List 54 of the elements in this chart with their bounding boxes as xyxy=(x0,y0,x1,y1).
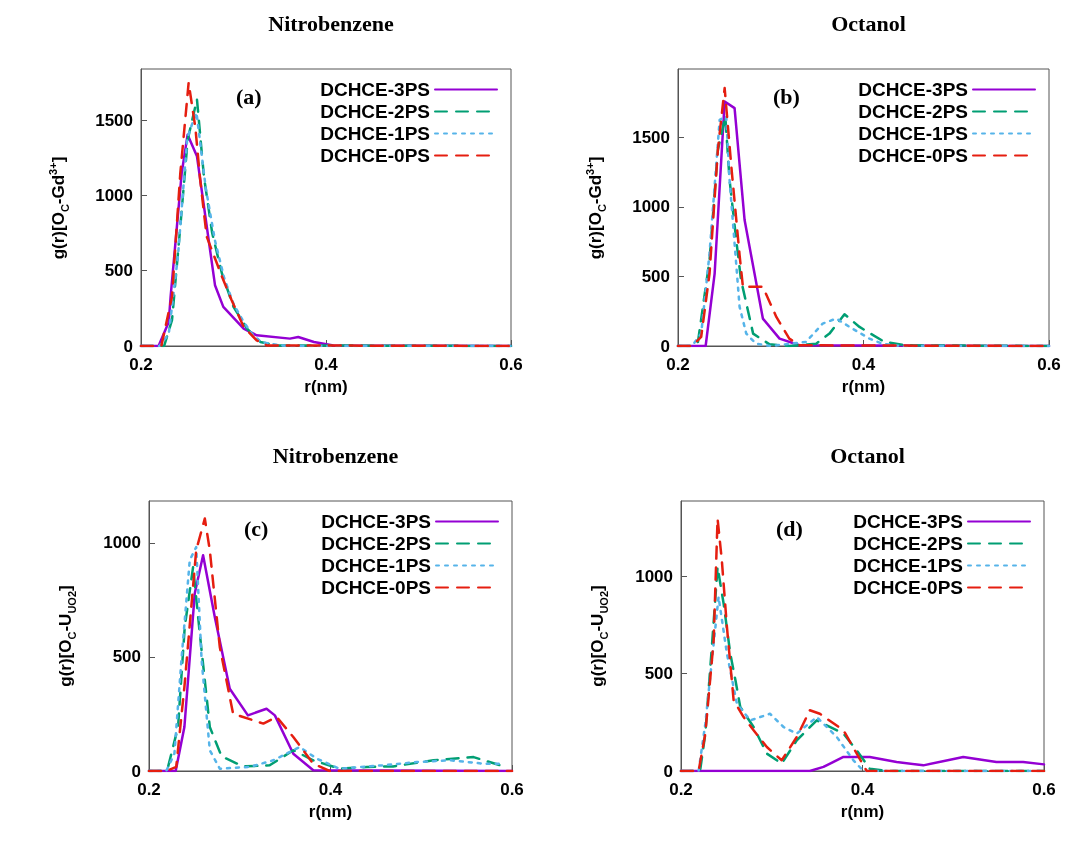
legend-label: DCHCE-0PS xyxy=(853,577,963,598)
y-tick-label: 500 xyxy=(641,266,670,286)
x-tick-label: 0.6 xyxy=(499,355,523,374)
x-tick-label: 0.4 xyxy=(850,780,875,799)
y-tick-label: 1000 xyxy=(103,533,141,553)
legend-label: DCHCE-1PS xyxy=(320,123,430,144)
y-tick-label: 0 xyxy=(131,761,141,781)
annotation: (a) xyxy=(236,83,262,109)
x-tick-label: 0.4 xyxy=(851,355,876,374)
y-tick-label: 1500 xyxy=(632,127,670,147)
x-axis-title: r(nm) xyxy=(841,377,886,396)
legend-label: DCHCE-0PS xyxy=(320,145,430,166)
y-tick-label: 500 xyxy=(644,664,673,684)
y-tick-label: 1500 xyxy=(95,110,133,130)
legend-label: DCHCE-2PS xyxy=(320,101,430,122)
y-tick-label: 0 xyxy=(123,336,133,356)
legend-label: DCHCE-0PS xyxy=(321,577,431,598)
legend-label: DCHCE-1PS xyxy=(321,555,431,576)
legend-label: DCHCE-3PS xyxy=(853,511,963,532)
y-tick-label: 0 xyxy=(663,761,673,781)
y-tick-label: 1000 xyxy=(635,566,673,586)
y-tick-label: 500 xyxy=(112,647,141,667)
chart-title: Octanol xyxy=(830,442,905,468)
x-tick-label: 0.2 xyxy=(129,355,153,374)
legend-label: DCHCE-1PS xyxy=(853,555,963,576)
y-tick-label: 1000 xyxy=(95,185,133,205)
x-axis-title: r(nm) xyxy=(308,802,353,821)
x-tick-label: 0.2 xyxy=(666,355,690,374)
annotation: (d) xyxy=(776,515,803,541)
y-tick-label: 500 xyxy=(104,261,133,281)
y-tick-label: 0 xyxy=(660,336,670,356)
legend-label: DCHCE-0PS xyxy=(858,145,968,166)
x-tick-label: 0.6 xyxy=(1032,780,1056,799)
x-axis-title: r(nm) xyxy=(840,802,885,821)
legend-label: DCHCE-2PS xyxy=(858,101,968,122)
x-tick-label: 0.2 xyxy=(669,780,693,799)
chart-title: Nitrobenzene xyxy=(272,442,399,468)
x-tick-label: 0.6 xyxy=(1037,355,1061,374)
legend-label: DCHCE-3PS xyxy=(320,79,430,100)
x-tick-label: 0.6 xyxy=(500,780,524,799)
x-axis-title: r(nm) xyxy=(304,377,348,396)
legend-label: DCHCE-3PS xyxy=(321,511,431,532)
annotation: (c) xyxy=(244,515,269,541)
annotation: (b) xyxy=(773,83,800,109)
legend-label: DCHCE-1PS xyxy=(858,123,968,144)
chart-title: Nitrobenzene xyxy=(268,10,394,36)
legend-label: DCHCE-3PS xyxy=(858,79,968,100)
x-tick-label: 0.4 xyxy=(314,355,339,374)
chart-title: Octanol xyxy=(831,10,906,36)
y-tick-label: 1000 xyxy=(632,197,670,217)
legend-label: DCHCE-2PS xyxy=(853,533,963,554)
x-tick-label: 0.4 xyxy=(318,780,343,799)
x-tick-label: 0.2 xyxy=(137,780,161,799)
legend-label: DCHCE-2PS xyxy=(321,533,431,554)
